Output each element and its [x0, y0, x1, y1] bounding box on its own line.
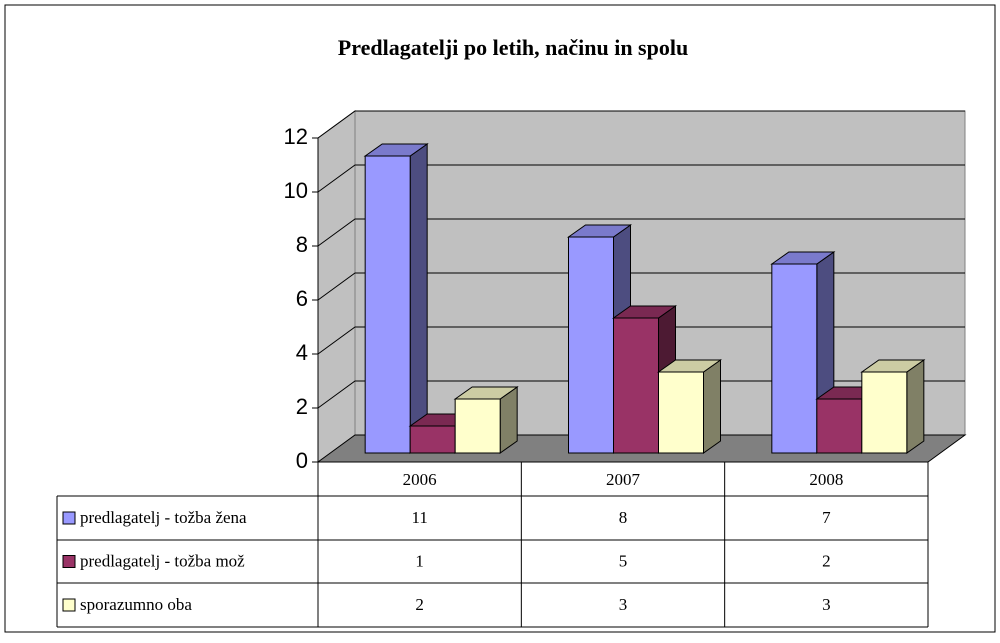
- table-value: 2: [822, 551, 831, 570]
- grid-line: [317, 380, 965, 409]
- legend-label: predlagatelj - tožba mož: [80, 551, 245, 570]
- bar: [816, 398, 863, 454]
- table-value: 11: [411, 508, 427, 527]
- bar-side: [409, 143, 428, 454]
- bar-side: [906, 359, 925, 454]
- bar: [771, 263, 818, 454]
- table-value: 2: [415, 595, 424, 614]
- table-value: 5: [619, 551, 628, 570]
- y-tick-label: 4: [296, 340, 308, 365]
- bar: [454, 398, 501, 454]
- bar: [613, 317, 659, 454]
- chart-title: Predlagatelji po letih, načinu in spolu: [338, 35, 688, 60]
- table-value: 8: [619, 508, 628, 527]
- table-value: 1: [415, 551, 424, 570]
- grid-line: [317, 272, 965, 301]
- bar: [364, 155, 411, 454]
- legend-key: [62, 511, 76, 525]
- y-tick-label: 12: [284, 124, 308, 149]
- y-tick-label: 6: [296, 286, 308, 311]
- table-value: 7: [822, 508, 831, 527]
- legend-key: [62, 598, 76, 612]
- grid-line: [317, 110, 965, 139]
- y-tick-label: 8: [296, 232, 308, 257]
- legend-label: predlagatelj - tožba žena: [80, 508, 247, 527]
- x-tick-label: 2008: [809, 470, 843, 489]
- bar: [658, 371, 704, 454]
- bar: [861, 371, 908, 454]
- grid-line: [317, 218, 965, 247]
- bar-side: [703, 359, 721, 454]
- grid-line: [317, 164, 965, 193]
- bar: [409, 425, 456, 454]
- x-tick-label: 2006: [403, 470, 437, 489]
- table-value: 3: [822, 595, 831, 614]
- y-tick-label: 0: [296, 448, 308, 473]
- legend-key: [62, 555, 76, 568]
- x-tick-label: 2007: [606, 470, 641, 489]
- grid-line: [317, 326, 965, 355]
- bar: [568, 236, 614, 454]
- legend-label: sporazumno oba: [80, 595, 192, 614]
- y-tick-label: 10: [284, 178, 308, 203]
- table-value: 3: [619, 595, 628, 614]
- y-tick-label: 2: [296, 394, 308, 419]
